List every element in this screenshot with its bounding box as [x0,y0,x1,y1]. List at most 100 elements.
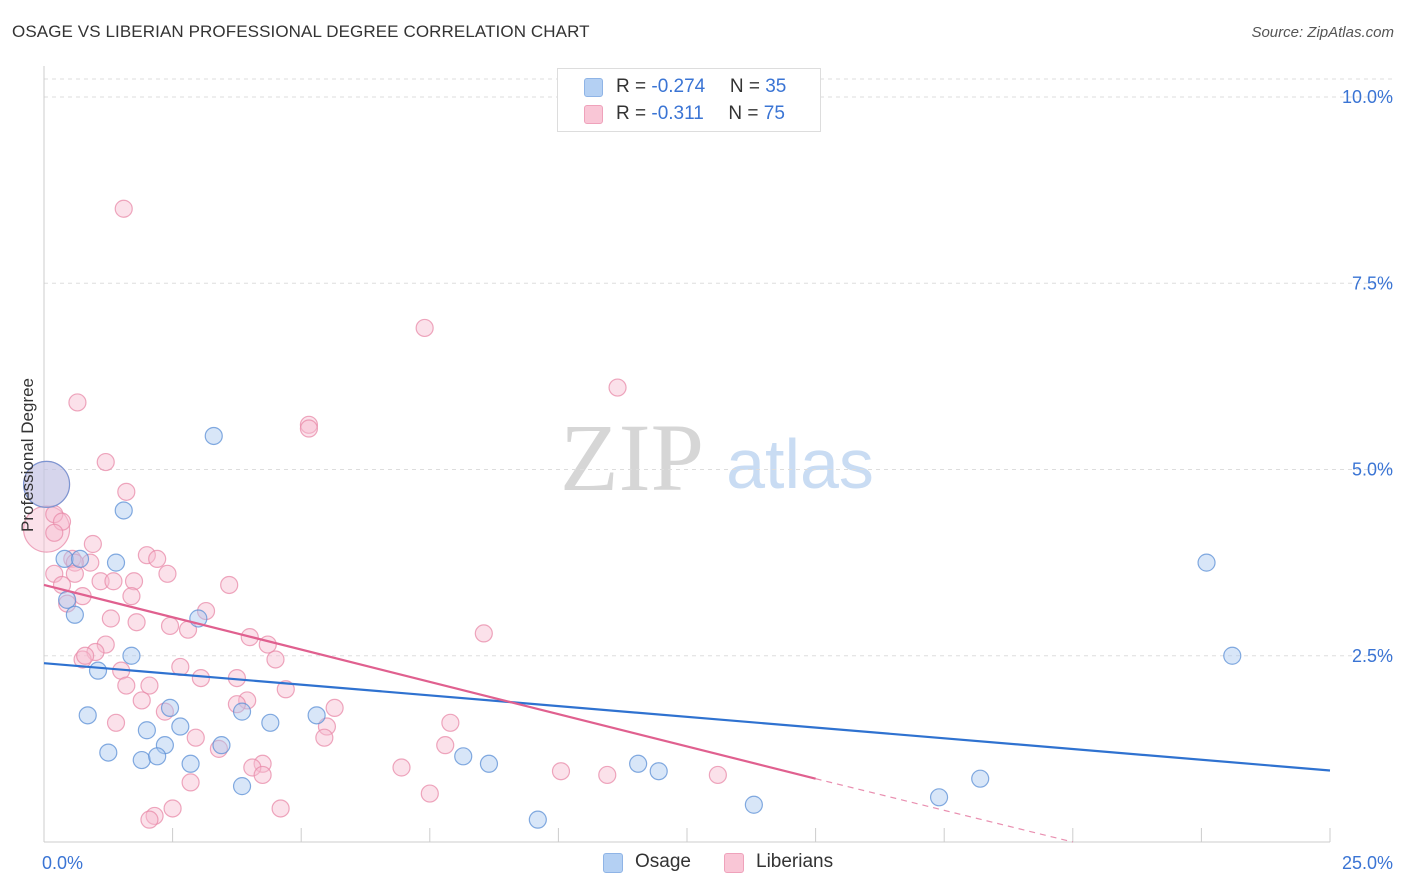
osage-point [122,646,141,665]
liberians-point [181,773,200,792]
liberians-point [45,523,64,542]
osage-point [261,713,280,732]
source-label: Source: ZipAtlas.com [1251,24,1394,41]
liberians-point [140,676,159,695]
osage-point [171,717,190,736]
liberians-point [299,419,319,438]
liberians-point [325,698,344,718]
osage-point [181,754,200,773]
watermark-atlas: atlas [726,425,874,503]
liberians-point [122,587,141,606]
legend-osage-r-value: -0.274 [651,76,706,97]
osage-point [137,721,156,740]
liberians-point [191,668,210,688]
liberians-point [392,758,411,777]
liberians-point [474,624,493,643]
chart-title: OSAGE VS LIBERIAN PROFESSIONAL DEGREE CO… [12,22,590,41]
liberians-point [238,691,257,710]
osage-point [649,762,668,781]
liberians-point [101,609,120,628]
watermark-zip: ZIP [560,404,704,511]
liberians-point [91,572,110,591]
osage-point [929,788,949,807]
liberians-point [106,713,126,732]
osage-point [1197,553,1216,572]
liberians-point [608,378,627,397]
y-tick-label: 7.5% [1352,273,1393,293]
osage-point [65,605,84,624]
osage-point [212,736,231,755]
liberians-point [253,765,272,785]
liberians-point [220,575,239,595]
liberians-point [171,657,190,677]
liberians-point [140,810,159,829]
osage-point [1223,646,1242,665]
y-tick-label: 10.0% [1342,87,1393,107]
liberians-point [117,676,136,695]
liberians-point [196,601,216,621]
bottom-legend-swatch-osage [603,853,623,873]
legend: R = -0.274 N = 35 R = -0.311 N = 75 [557,68,821,132]
osage-point [160,698,180,718]
osage-point [454,747,473,766]
osage-point [629,754,648,773]
bottom-legend-swatch-liberians [724,853,744,873]
liberians-point [436,736,455,755]
liberians-trend-line [43,583,816,780]
liberians-point [114,199,133,218]
liberians-point [68,393,87,412]
osage-point [132,750,151,770]
liberians-point [81,553,100,572]
liberians-point [137,546,156,565]
y-axis-label: Professional Degree [18,377,37,533]
osage-point [88,661,108,680]
osage-point [232,702,252,721]
osage-point [55,549,74,569]
liberians-point [158,564,177,583]
legend-liberians-n-value: 75 [763,103,785,124]
legend-swatch-liberians [584,105,603,124]
liberians-point [598,765,617,785]
liberians-point [148,549,167,569]
osage-trend-line [43,662,1331,772]
osage-point [70,549,90,569]
osage-point [78,706,97,725]
liberians-point [276,680,295,699]
liberians-point [243,758,262,777]
liberians-point [266,650,285,669]
osage-point [204,426,223,446]
liberians-point [315,728,334,747]
osage-point [971,769,990,788]
y-tick-label: 2.5% [1352,646,1393,666]
osage-point [148,747,167,766]
liberians-point [96,452,115,472]
liberians-point [127,613,146,632]
osage-point [232,777,252,796]
liberians-point [124,572,144,591]
y-tick-label: 5.0% [1352,460,1393,480]
liberians-point [271,799,290,818]
liberians-point [104,572,123,591]
osage-point [744,795,763,814]
osage-point [58,590,77,609]
x-tick-label: 0.0% [42,853,83,873]
osage-point [479,754,499,773]
liberians-point [415,318,434,338]
osage-point [99,743,118,762]
liberians-point [76,646,95,665]
liberians-point [186,728,205,747]
legend-liberians-r-value: -0.311 [651,103,704,124]
osage-point [106,553,126,572]
legend-osage-n-label: N = [729,76,766,97]
liberians-point [708,765,727,785]
legend-osage-n-value: 35 [765,76,787,97]
liberians-point [83,534,102,554]
liberians-point [551,762,571,781]
liberians-point [317,717,337,736]
osage-point [528,810,547,829]
legend-liberians-r-label: R = [616,103,652,124]
osage-point [307,706,326,725]
legend-swatch-osage [584,78,603,97]
osage-point [114,501,133,520]
